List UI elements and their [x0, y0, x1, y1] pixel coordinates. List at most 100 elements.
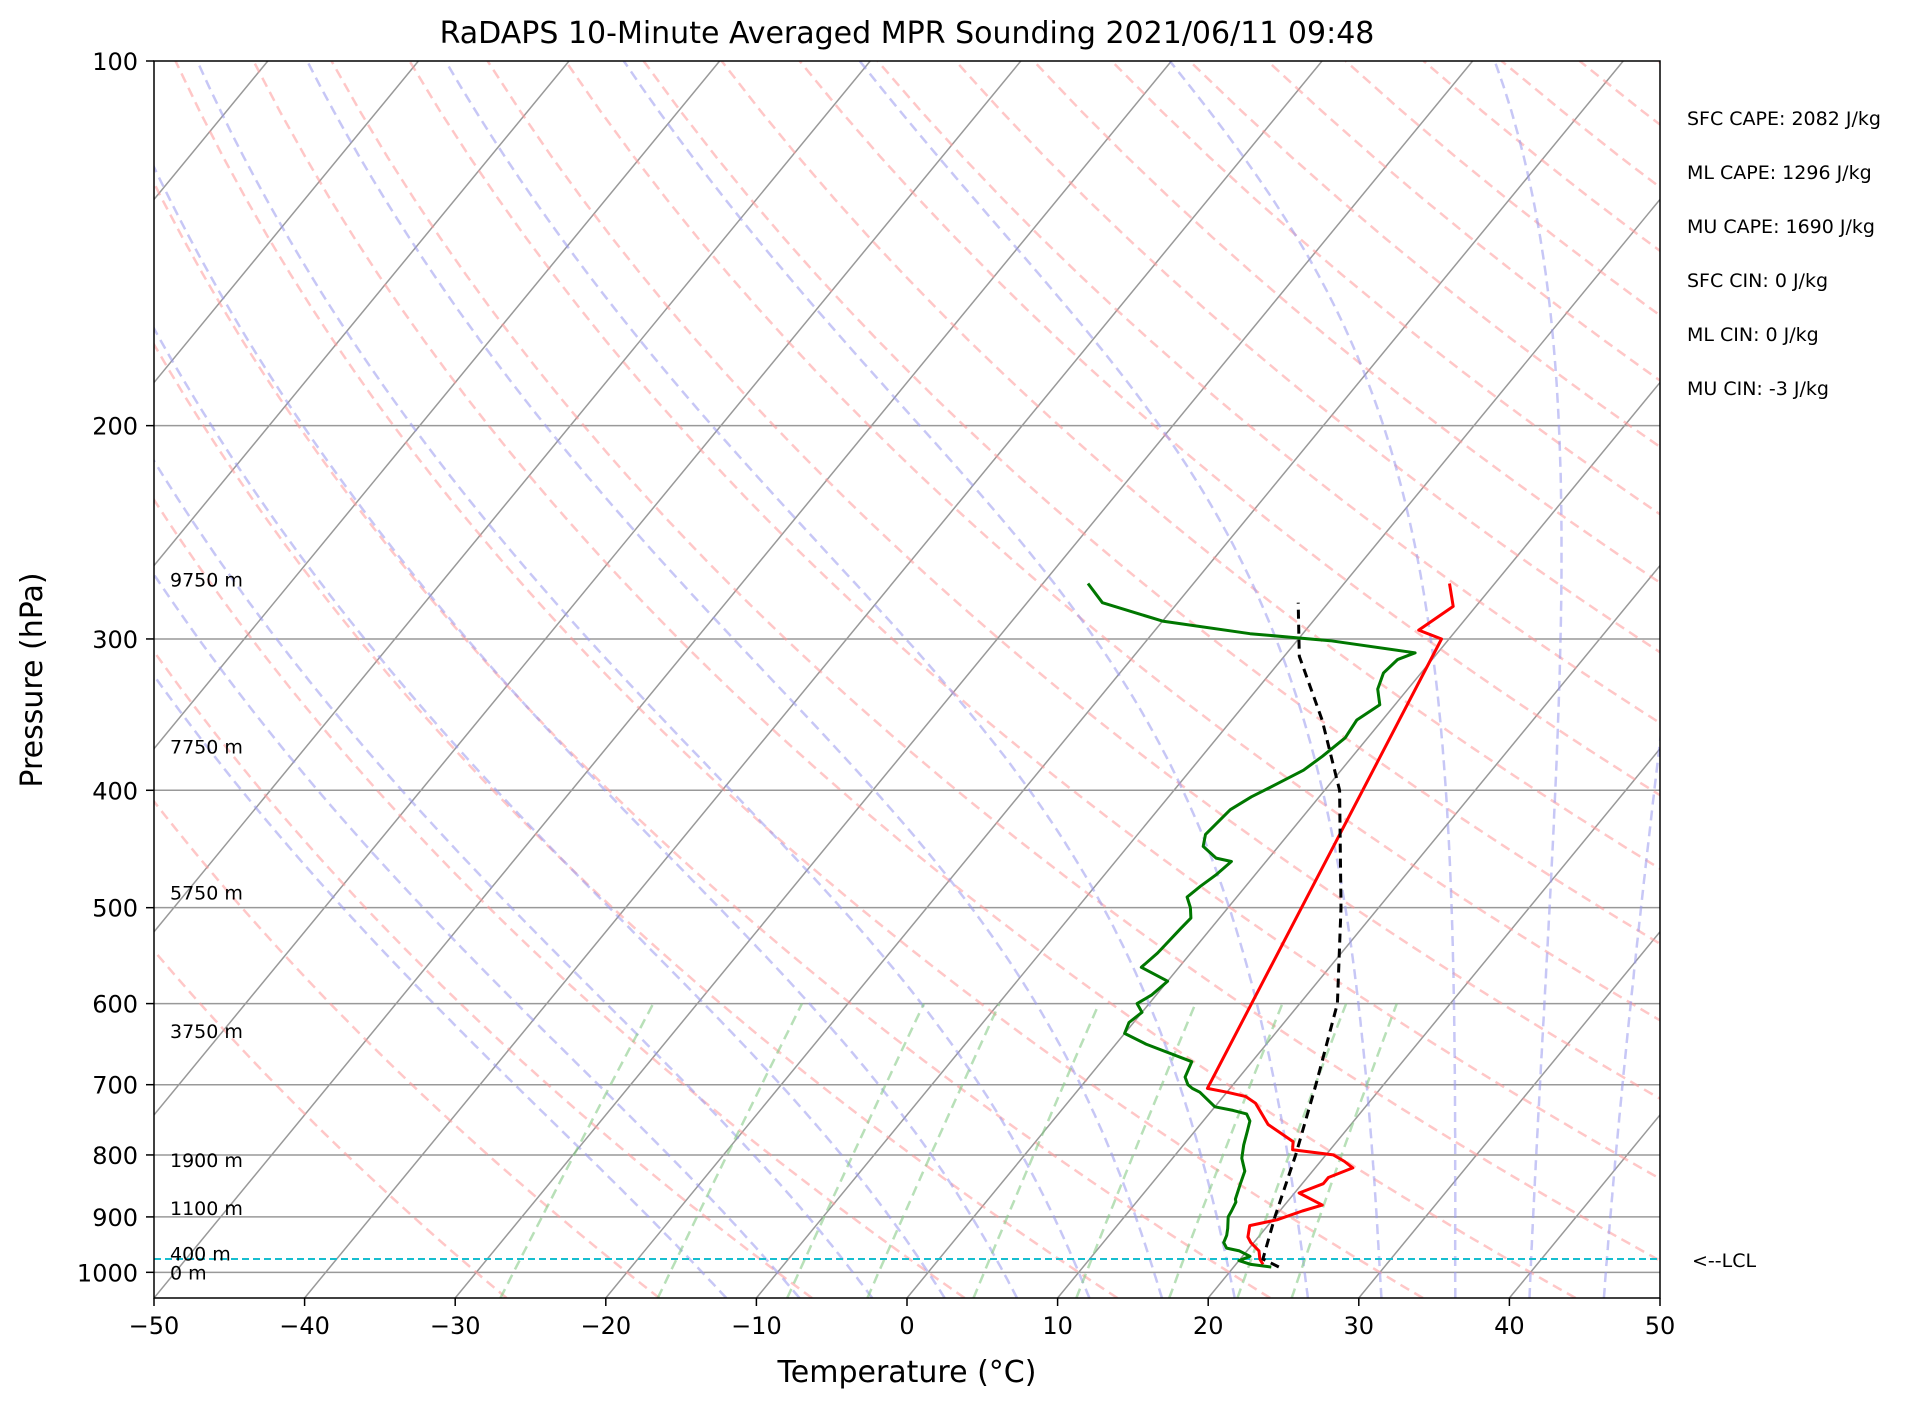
height-label: 1100 m — [170, 1198, 243, 1220]
temperature-line — [1205, 583, 1455, 1266]
moist-adiabat-line — [154, 325, 946, 1298]
parcel-line — [1261, 602, 1343, 1269]
background-lines — [154, 61, 1925, 1298]
isotherm-line — [1358, 930, 1660, 1298]
dry-adiabat-line — [1500, 61, 1660, 189]
y-tick-label: 700 — [92, 1072, 138, 1100]
dry-adiabat-line — [1814, 61, 1925, 1298]
y-tick-label: 200 — [92, 413, 138, 441]
height-label: 3750 m — [170, 1021, 243, 1043]
mu-cape-stat: MU CAPE: 1690 J/kg — [1687, 216, 1875, 238]
isotherm-line — [304, 61, 1323, 1298]
dry-adiabat-line — [1578, 61, 1660, 127]
dry-adiabat-line — [154, 497, 966, 1298]
isotherm-line — [1811, 61, 1925, 1298]
y-tick-label: 600 — [92, 991, 138, 1019]
moist-adiabat-line — [306, 61, 1164, 1298]
mixing-ratio-line — [972, 1003, 1101, 1298]
lcl-label: <--LCL — [1692, 1250, 1756, 1272]
mixing-ratio-line — [656, 1003, 804, 1298]
mixing-ratio-line — [866, 1003, 1001, 1298]
y-tick-label: 500 — [92, 895, 138, 923]
sfc-cin-stat: SFC CIN: 0 J/kg — [1687, 270, 1829, 292]
dry-adiabat-line — [720, 61, 1660, 871]
dry-adiabat-line — [154, 341, 1119, 1298]
isotherm-line — [1057, 564, 1660, 1298]
y-tick-label: 800 — [92, 1142, 138, 1170]
dry-adiabat-line — [252, 61, 1577, 1298]
x-tick-label: 40 — [1494, 1312, 1525, 1340]
moist-adiabat-line — [444, 61, 1236, 1298]
dry-adiabat-line — [330, 61, 1660, 1263]
x-tick-label: −10 — [731, 1312, 782, 1340]
height-label: 9750 m — [170, 570, 243, 592]
dry-adiabat-line — [1110, 61, 1660, 516]
sfc-cape-stat: SFC CAPE: 2082 J/kg — [1687, 108, 1881, 130]
y-tick-label: 100 — [92, 48, 138, 76]
dry-adiabat-line — [642, 61, 1660, 946]
y-tick-label: 300 — [92, 626, 138, 654]
dry-adiabat-line — [1188, 61, 1660, 449]
x-tick-label: 50 — [1645, 1312, 1676, 1340]
isotherm-line — [154, 61, 1173, 1298]
moist-adiabat-line — [154, 164, 1019, 1298]
dry-adiabat-line — [154, 799, 661, 1298]
isotherm-line — [154, 61, 420, 384]
height-label: 400 m — [170, 1244, 231, 1266]
isotherm-line — [154, 61, 871, 933]
dry-adiabat-line — [1344, 61, 1660, 317]
dry-adiabat-line — [1736, 61, 1925, 1298]
x-tick-label: −30 — [430, 1312, 481, 1340]
dry-adiabat-line — [954, 61, 1660, 654]
dewpoint-line — [1086, 582, 1417, 1269]
dry-adiabat-line — [1892, 61, 1925, 1298]
isotherm-line — [906, 381, 1660, 1298]
dry-adiabat-line — [174, 61, 1424, 1298]
profile-lines — [154, 582, 1660, 1269]
isotherm-line — [454, 61, 1474, 1298]
dry-adiabat-line — [798, 61, 1660, 797]
chart-title: RaDAPS 10-Minute Averaged MPR Sounding 2… — [440, 16, 1375, 51]
moist-adiabat-line — [154, 673, 728, 1298]
ml-cin-stat: ML CIN: 0 J/kg — [1687, 324, 1819, 346]
isotherm-line — [1508, 1113, 1660, 1298]
x-tick-label: 30 — [1344, 1312, 1375, 1340]
ml-cape-stat: ML CAPE: 1296 J/kg — [1687, 162, 1872, 184]
x-tick-label: 10 — [1042, 1312, 1073, 1340]
moist-adiabat-line — [622, 61, 1310, 1298]
x-tick-label: −20 — [580, 1312, 631, 1340]
height-label: 7750 m — [170, 736, 243, 758]
isotherm-line — [154, 61, 570, 567]
moist-adiabat-line — [1602, 730, 1660, 1298]
mu-cin-stat: MU CIN: -3 J/kg — [1687, 378, 1829, 400]
moist-adiabat-line — [1168, 61, 1457, 1298]
dry-adiabat-line — [1032, 61, 1660, 585]
moist-adiabat-line — [858, 61, 1383, 1298]
mixing-ratio-line — [786, 1003, 926, 1298]
moist-adiabat-line — [196, 61, 1091, 1298]
y-tick-label: 900 — [92, 1204, 138, 1232]
dry-adiabat-line — [1266, 61, 1660, 383]
y-tick-label: 1000 — [77, 1259, 138, 1287]
axes: −50 −40 −30 −20 −10 0 10 20 30 40 50 100 200 300 400 50… — [77, 48, 1757, 1340]
isotherm-line — [605, 61, 1624, 1298]
x-tick-label: −50 — [129, 1312, 180, 1340]
dry-adiabat-line — [1422, 61, 1660, 253]
moist-adiabat-line — [1493, 61, 1563, 1298]
dry-adiabat-line — [876, 61, 1660, 725]
dry-adiabat-line — [486, 61, 1660, 1101]
isotherm-line — [154, 61, 1022, 1117]
isotherm-line — [1207, 747, 1660, 1298]
x-tick-label: −40 — [279, 1312, 330, 1340]
x-tick-label: 0 — [899, 1312, 914, 1340]
dry-adiabat-line — [154, 180, 1271, 1298]
moist-adiabat-line — [154, 458, 874, 1298]
y-tick-label: 400 — [92, 777, 138, 805]
mixing-ratio-line — [499, 1003, 655, 1298]
height-label: 1900 m — [170, 1150, 243, 1172]
x-axis-label: Temperature (°C) — [777, 1355, 1037, 1390]
moist-adiabat-line — [154, 572, 801, 1298]
isotherm-line — [1659, 1296, 1660, 1298]
dry-adiabat-line — [154, 948, 508, 1298]
